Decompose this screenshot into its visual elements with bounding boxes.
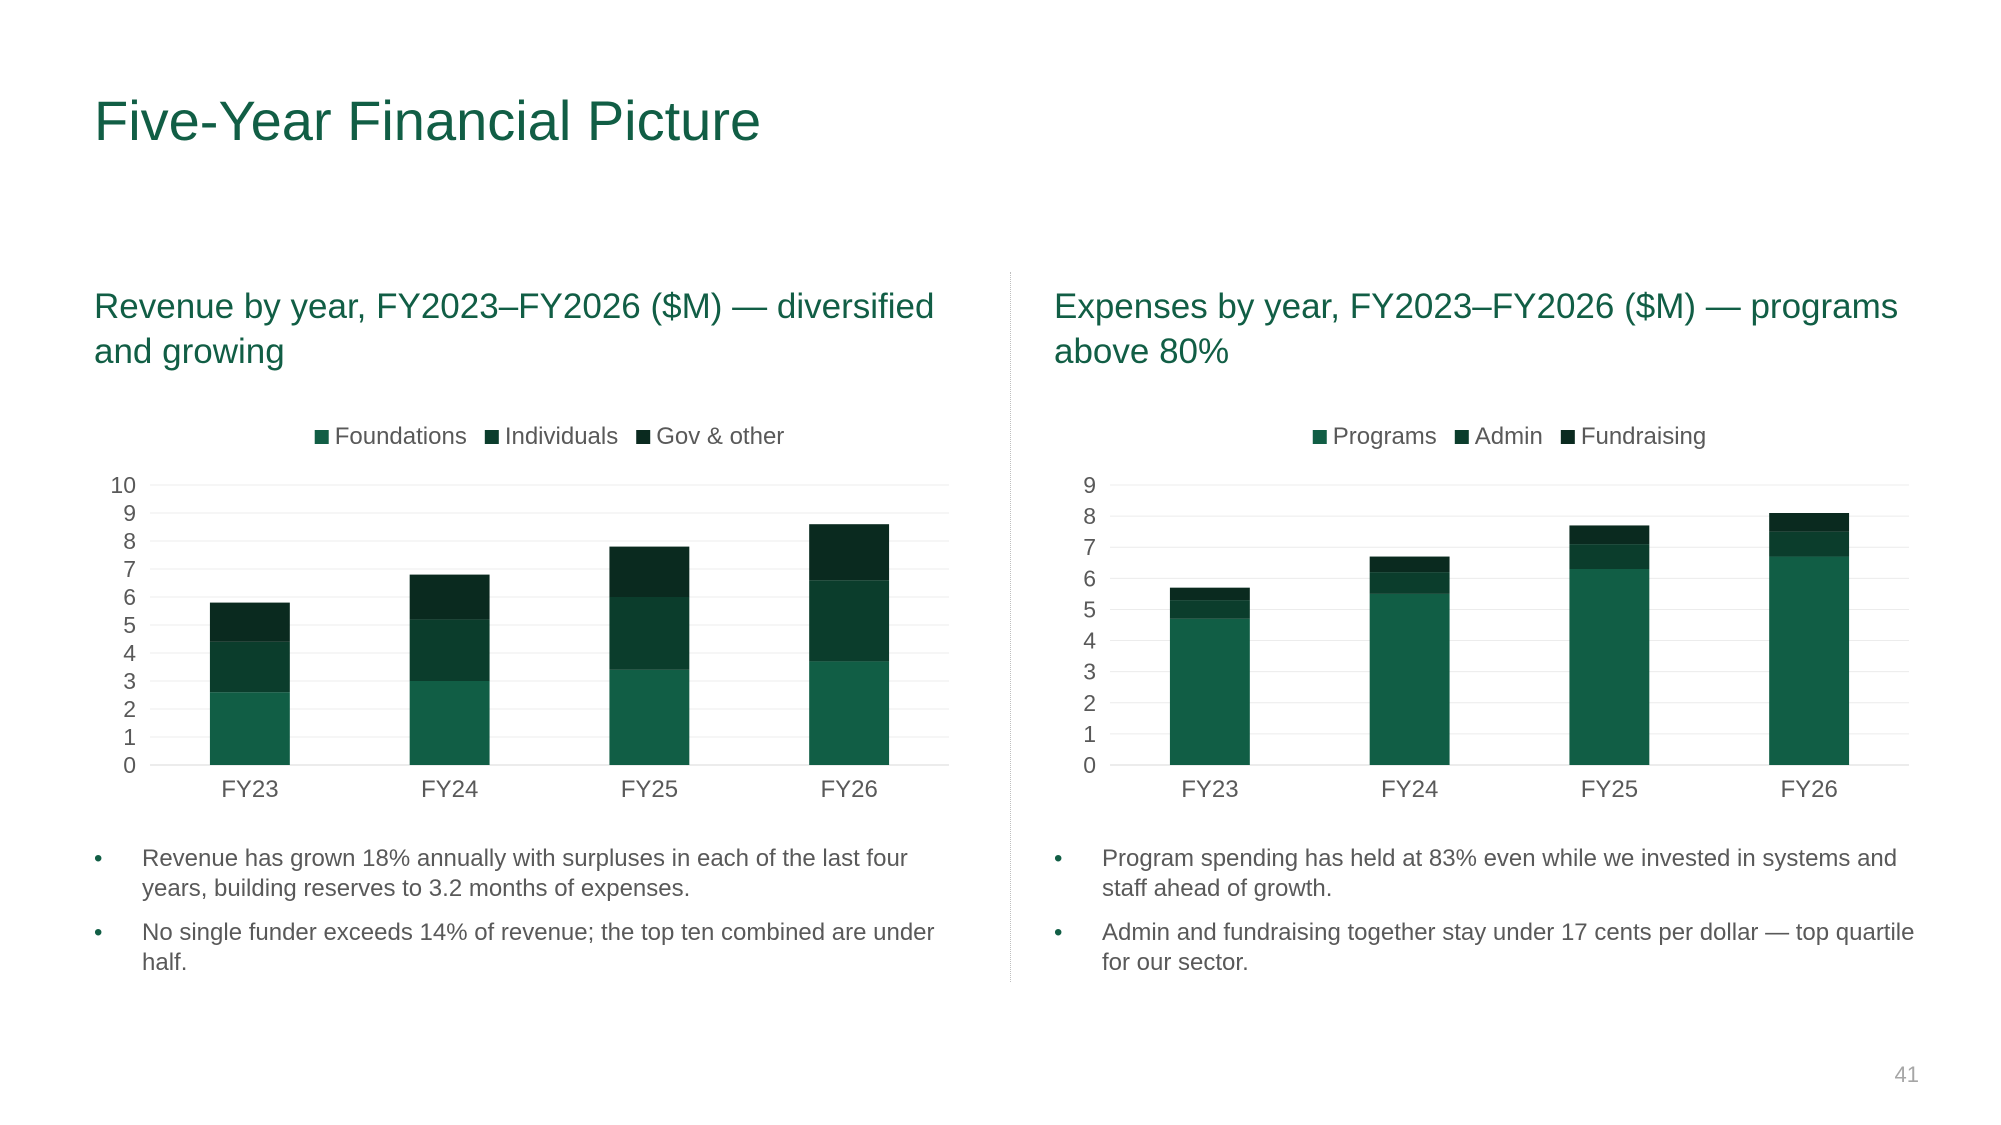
- x-tick-label: FY26: [820, 776, 877, 803]
- expenses-bullets: • Program spending has held at 83% even w…: [1054, 844, 1924, 992]
- bar-segment: [1569, 569, 1650, 765]
- y-tick-label: 2: [123, 696, 136, 722]
- bar-segment: [1369, 556, 1450, 573]
- legend-label: Individuals: [505, 424, 618, 450]
- bar-segment: [209, 641, 290, 693]
- y-tick-label: 8: [1083, 503, 1096, 529]
- y-tick-label: 4: [1083, 628, 1096, 654]
- y-tick-label: 7: [1083, 534, 1096, 560]
- bar-segment: [1769, 531, 1850, 557]
- x-tick-label: FY25: [621, 776, 678, 803]
- y-tick-label: 3: [123, 668, 136, 694]
- chart-legend: Programs Admin Fundraising: [1312, 424, 1706, 450]
- revenue-bullets: • Revenue has grown 18% annually with sur…: [94, 844, 964, 992]
- bar-segment: [609, 546, 690, 597]
- bar-segment: [809, 661, 890, 765]
- legend-swatch: [484, 430, 499, 444]
- legend-label: Programs: [1333, 424, 1437, 450]
- y-tick-label: 2: [1083, 690, 1096, 716]
- x-tick-label: FY23: [1181, 776, 1238, 803]
- bar-segment: [1769, 513, 1850, 532]
- bar-segment: [1169, 600, 1250, 619]
- bar-segment: [409, 681, 490, 765]
- y-tick-label: 0: [1083, 752, 1096, 778]
- bar-segment: [209, 692, 290, 765]
- bar-segment: [1169, 587, 1250, 601]
- bar-segment: [809, 580, 890, 662]
- revenue-chart: Foundations Individuals Gov & other 0123456…: [110, 424, 949, 803]
- panel-divider: [1010, 272, 1011, 982]
- bar-segment: [1369, 572, 1450, 594]
- bar-segment: [1769, 556, 1850, 765]
- legend-swatch: [314, 430, 329, 444]
- bullet-item: • No single funder exceeds 14% of revenue…: [94, 918, 964, 978]
- x-tick-label: FY24: [1381, 776, 1438, 803]
- bullet-dot-icon: •: [1054, 919, 1063, 946]
- bullet-item: • Revenue has grown 18% annually with sur…: [94, 844, 964, 904]
- bullet-dot-icon: •: [94, 919, 103, 946]
- bullet-text: Revenue has grown 18% annually with surp…: [142, 845, 908, 902]
- bullet-text: No single funder exceeds 14% of revenue;…: [142, 919, 935, 976]
- legend-label: Fundraising: [1581, 424, 1706, 450]
- bar-segment: [1569, 525, 1650, 545]
- bar-segment: [809, 524, 890, 581]
- y-tick-label: 1: [123, 724, 136, 750]
- legend-item: Foundations: [314, 424, 467, 450]
- y-tick-label: 3: [1083, 659, 1096, 685]
- y-tick-label: 5: [1083, 596, 1096, 622]
- y-tick-label: 0: [123, 752, 136, 778]
- legend-swatch: [1312, 430, 1327, 444]
- bar-segment: [1169, 618, 1250, 765]
- bar-segment: [609, 669, 690, 765]
- bar-segment: [209, 602, 290, 642]
- legend-item: Programs: [1312, 424, 1437, 450]
- x-tick-label: FY26: [1780, 776, 1837, 803]
- x-tick-label: FY23: [221, 776, 278, 803]
- legend-label: Foundations: [335, 424, 467, 450]
- slide-title: Five-Year Financial Picture: [94, 89, 762, 152]
- legend-swatch: [1454, 430, 1469, 444]
- expenses-panel: Expenses by year, FY2023–FY2026 ($M) — p…: [1054, 284, 1934, 984]
- legend-item: Admin: [1454, 424, 1543, 450]
- legend-item: Gov & other: [636, 424, 784, 450]
- legend-item: Individuals: [484, 424, 618, 450]
- y-tick-label: 6: [1083, 565, 1096, 591]
- y-tick-label: 1: [1083, 721, 1096, 747]
- y-tick-label: 9: [1083, 472, 1096, 498]
- chart-legend: Foundations Individuals Gov & other: [314, 424, 784, 450]
- bar-segment: [409, 574, 490, 620]
- legend-label: Gov & other: [656, 424, 784, 450]
- bullet-item: • Program spending has held at 83% even w…: [1054, 844, 1924, 904]
- x-tick-label: FY25: [1581, 776, 1638, 803]
- bar-segment: [409, 619, 490, 681]
- legend-swatch: [636, 430, 651, 444]
- x-tick-label: FY24: [421, 776, 478, 803]
- bullet-dot-icon: •: [1054, 845, 1063, 872]
- expenses-chart-heading: Expenses by year, FY2023–FY2026 ($M) — p…: [1054, 287, 1899, 371]
- y-tick-label: 6: [123, 584, 136, 610]
- legend-item: Fundraising: [1560, 424, 1706, 450]
- expenses-chart: Programs Admin Fundraising 0 1 2 3 4 5 6 7 8 9 FY23 FY…: [1083, 424, 1909, 803]
- y-tick-label: 4: [123, 640, 136, 666]
- bar-segment: [1369, 593, 1450, 765]
- y-tick-label: 10: [110, 472, 136, 498]
- bar-segment: [609, 597, 690, 670]
- y-tick-label: 7: [123, 556, 136, 582]
- bullet-text: Program spending has held at 83% even wh…: [1102, 845, 1898, 902]
- legend-label: Admin: [1475, 424, 1543, 450]
- revenue-chart-heading: Revenue by year, FY2023–FY2026 ($M) — di…: [94, 287, 935, 371]
- bullet-text: Admin and fundraising together stay unde…: [1102, 919, 1915, 976]
- page-number: 41: [1894, 1062, 1919, 1087]
- bullet-item: • Admin and fundraising together stay und…: [1054, 918, 1924, 978]
- y-tick-label: 5: [123, 612, 136, 638]
- y-tick-label: 8: [123, 528, 136, 554]
- bar-segment: [1569, 544, 1650, 569]
- y-tick-label: 9: [123, 500, 136, 526]
- bullet-dot-icon: •: [94, 845, 103, 872]
- revenue-panel: Revenue by year, FY2023–FY2026 ($M) — di…: [94, 284, 974, 984]
- legend-swatch: [1560, 430, 1575, 444]
